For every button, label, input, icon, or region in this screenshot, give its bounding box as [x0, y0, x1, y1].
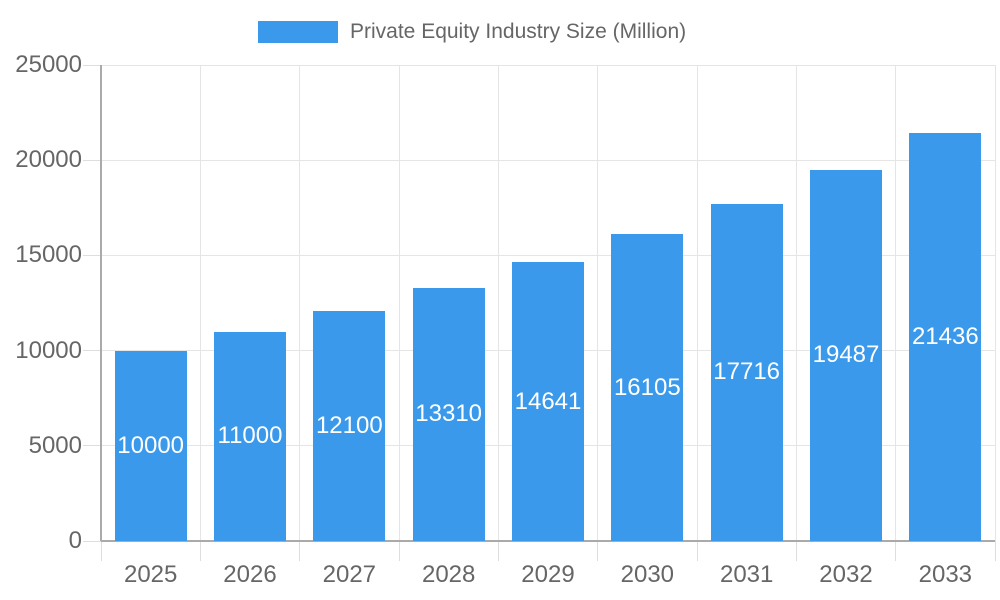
y-tick-label: 25000 [15, 51, 82, 78]
gridline-vertical [299, 65, 301, 541]
bar-2027[interactable] [313, 310, 386, 541]
x-tick-label: 2031 [719, 561, 774, 588]
gridline-vertical [398, 65, 400, 541]
bar-value-label: 10000 [117, 431, 185, 459]
x-axis-tick [100, 541, 102, 561]
y-axis-tick [83, 64, 101, 66]
bar-2032[interactable] [810, 169, 882, 541]
x-tick-label: 2029 [521, 561, 575, 588]
y-tick-label: 20000 [15, 146, 82, 174]
x-axis-tick [299, 541, 301, 561]
gridline-vertical [497, 65, 499, 541]
bar-value-label: 11000 [217, 422, 283, 450]
bar-2033[interactable] [909, 132, 982, 541]
bar-2028[interactable] [412, 287, 485, 541]
bar-value-label: 14641 [514, 387, 582, 415]
bar-value-label: 16105 [613, 373, 681, 401]
bar-2026[interactable] [214, 331, 286, 541]
x-axis-tick [597, 541, 599, 561]
x-axis-tick [199, 541, 201, 561]
bar-2031[interactable] [710, 203, 783, 541]
legend-swatch [258, 21, 338, 43]
bar-value-label: 17716 [713, 358, 781, 386]
x-tick-label: 2033 [918, 561, 973, 588]
y-tick-label: 15000 [15, 241, 82, 269]
x-axis-tick [895, 541, 897, 561]
y-tick-label: 0 [68, 527, 82, 554]
legend-label: Private Equity Industry Size (Million) [350, 20, 687, 43]
y-axis-tick [83, 254, 101, 256]
x-axis-tick [795, 541, 797, 561]
bar-2025[interactable] [114, 350, 187, 541]
bar-value-label: 19487 [812, 341, 880, 369]
y-axis-tick [83, 159, 101, 161]
y-axis-line [100, 65, 102, 541]
x-axis-tick [696, 541, 698, 561]
gridline-vertical [597, 65, 599, 541]
x-axis-tick [497, 541, 499, 561]
y-axis-tick [83, 445, 101, 447]
gridline-vertical [994, 65, 996, 541]
gridline-vertical [895, 65, 897, 541]
x-tick-label: 2030 [620, 561, 675, 588]
gridline-vertical [795, 65, 797, 541]
bar-2029[interactable] [512, 262, 584, 541]
y-tick-label: 10000 [15, 336, 82, 364]
x-tick-label: 2032 [819, 561, 873, 588]
gridline-vertical [199, 65, 201, 541]
y-tick-label: 5000 [28, 431, 82, 459]
y-axis-tick [83, 540, 101, 542]
gridline-horizontal [101, 159, 995, 161]
bar-value-label: 21436 [911, 322, 979, 350]
x-axis-tick [398, 541, 400, 561]
bar-2030[interactable] [611, 234, 684, 541]
x-tick-label: 2026 [223, 561, 277, 588]
legend-item[interactable]: Private Equity Industry Size (Million) [258, 21, 686, 43]
bar-value-label: 13310 [415, 400, 483, 428]
x-axis-line [101, 540, 995, 542]
x-tick-label: 2025 [123, 561, 178, 588]
x-tick-label: 2027 [322, 561, 377, 588]
x-tick-label: 2028 [421, 561, 476, 588]
gridline-horizontal [101, 254, 995, 256]
gridline-vertical [696, 65, 698, 541]
y-axis-tick [83, 350, 101, 352]
x-axis-tick [994, 541, 996, 561]
bar-value-label: 12100 [315, 411, 383, 439]
gridline-horizontal [101, 64, 995, 66]
